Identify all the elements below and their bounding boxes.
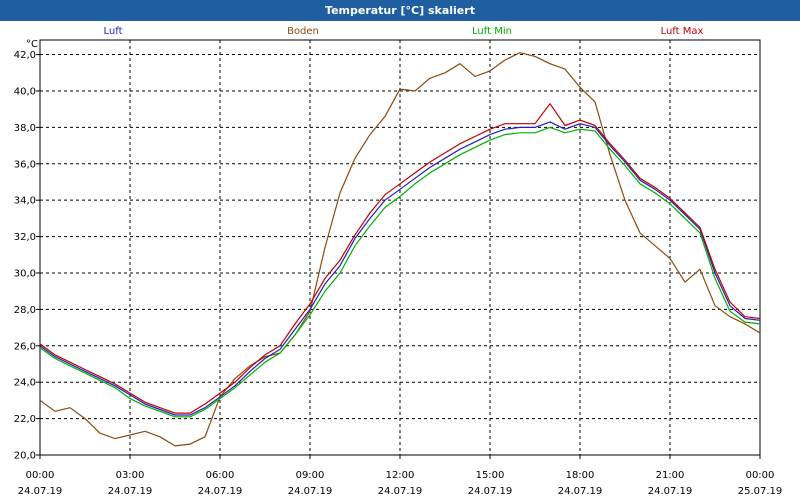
- y-tick-label: 32,0: [14, 232, 36, 243]
- series-line-luft-max: [39, 103, 761, 414]
- legend-entry-luft: Luft: [104, 26, 123, 37]
- x-tick-time: 03:00: [116, 470, 145, 481]
- x-tick-date: 24.07.19: [18, 486, 63, 497]
- x-tick-date: 24.07.19: [378, 486, 423, 497]
- plot-border: [39, 39, 761, 456]
- y-tick-label: 22,0: [14, 414, 36, 425]
- legend-entry-luft-max: Luft Max: [661, 26, 704, 37]
- legend-entry-boden: Boden: [287, 26, 319, 37]
- legend-entry-luft-min: Luft Min: [472, 26, 512, 37]
- y-tick-label: 40,0: [14, 86, 36, 97]
- x-tick-time: 06:00: [206, 470, 235, 481]
- x-tick-time: 12:00: [386, 470, 415, 481]
- y-tick-label: 26,0: [14, 341, 36, 352]
- x-tick-time: 15:00: [476, 470, 505, 481]
- x-tick-date: 24.07.19: [108, 486, 153, 497]
- y-tick-label: 20,0: [14, 451, 36, 462]
- chart-title: Temperatur [°C] skaliert: [0, 0, 800, 21]
- y-tick-label: 28,0: [14, 305, 36, 316]
- x-tick-time: 00:00: [746, 470, 775, 481]
- series-line-luft: [39, 121, 761, 416]
- x-tick-time: 09:00: [296, 470, 325, 481]
- x-tick-time: 21:00: [656, 470, 685, 481]
- x-tick-date: 24.07.19: [288, 486, 333, 497]
- y-axis-label: °C: [26, 39, 38, 50]
- x-tick-date: 24.07.19: [648, 486, 693, 497]
- y-tick-label: 34,0: [14, 196, 36, 207]
- series-line-boden: [39, 52, 761, 447]
- plot-area: [40, 40, 760, 455]
- x-tick-time: 18:00: [566, 470, 595, 481]
- y-tick-label: 42,0: [14, 50, 36, 61]
- x-tick-date: 24.07.19: [198, 486, 243, 497]
- series-line-luft-min: [39, 126, 761, 418]
- y-tick-label: 24,0: [14, 378, 36, 389]
- x-tick-date: 25.07.19: [738, 486, 783, 497]
- y-tick-label: 30,0: [14, 268, 36, 279]
- y-tick-label: 38,0: [14, 123, 36, 134]
- x-tick-date: 24.07.19: [468, 486, 513, 497]
- x-tick-date: 24.07.19: [558, 486, 603, 497]
- y-tick-label: 36,0: [14, 159, 36, 170]
- x-tick-time: 00:00: [26, 470, 55, 481]
